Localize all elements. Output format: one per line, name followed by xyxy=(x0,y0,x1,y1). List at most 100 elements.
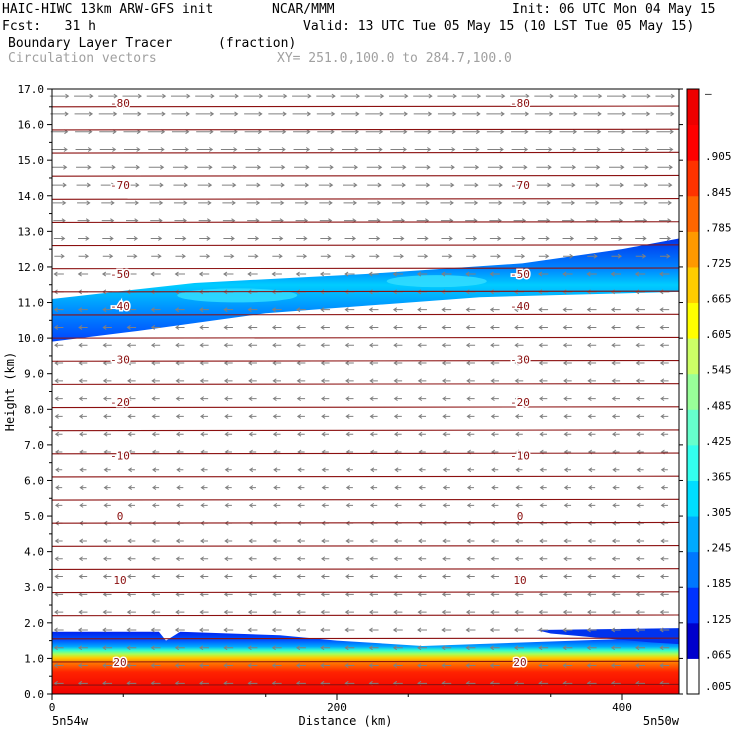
wind-vector xyxy=(539,431,548,437)
wind-vector xyxy=(151,591,160,597)
wind-vector xyxy=(78,538,87,544)
wind-vector xyxy=(127,467,135,473)
wind-vector xyxy=(369,431,378,437)
y-tick-label: 15.0 xyxy=(18,154,45,167)
wind-vector xyxy=(248,253,259,259)
contour-line xyxy=(51,591,680,594)
wind-vector xyxy=(103,413,112,419)
wind-vector xyxy=(562,289,573,295)
wind-vector xyxy=(272,396,281,402)
colorbar-label: .845 xyxy=(705,186,732,199)
wind-vector xyxy=(100,164,116,170)
wind-vector xyxy=(660,431,669,437)
wind-vector xyxy=(223,307,234,313)
colorbar-swatch xyxy=(687,89,699,126)
wind-vector xyxy=(344,342,354,348)
wind-vector xyxy=(127,431,136,437)
wind-vector xyxy=(199,307,209,313)
wind-vector xyxy=(538,591,548,597)
wind-vector xyxy=(248,591,257,597)
wind-vector xyxy=(636,431,644,437)
wind-vector xyxy=(611,413,620,419)
wind-vector xyxy=(272,574,281,579)
wind-vector xyxy=(176,467,184,473)
wind-vector xyxy=(345,485,353,491)
colorbar-swatch xyxy=(687,160,699,197)
wind-vector xyxy=(296,378,306,384)
wind-vector xyxy=(465,609,476,615)
wind-vector xyxy=(463,147,480,152)
wind-vector xyxy=(103,556,112,562)
wind-vector xyxy=(197,164,213,170)
wind-vector xyxy=(150,663,161,668)
wind-vector xyxy=(461,93,482,99)
wind-vector xyxy=(635,645,646,651)
wind-vector xyxy=(247,271,258,277)
contour-label: -80 xyxy=(110,97,130,110)
wind-vector xyxy=(563,538,572,544)
wind-vector xyxy=(465,663,476,668)
wind-vector xyxy=(320,645,331,651)
colorbar-swatch xyxy=(687,444,699,481)
wind-vector xyxy=(272,253,283,259)
wind-vector xyxy=(437,93,457,99)
wind-vector xyxy=(172,164,189,170)
contour-label: 20 xyxy=(513,656,526,669)
colorbar-label: .065 xyxy=(705,648,732,661)
wind-vector xyxy=(78,609,88,615)
wind-vector xyxy=(321,413,330,419)
wind-vector xyxy=(393,325,403,330)
wind-vector xyxy=(659,271,670,277)
wind-vector xyxy=(633,182,649,188)
wind-vector xyxy=(586,663,597,668)
wind-vector xyxy=(586,236,599,241)
wind-vector xyxy=(320,360,330,366)
contour-line xyxy=(51,128,680,131)
wind-vector xyxy=(612,520,620,526)
wind-vector xyxy=(438,129,456,135)
wind-vector xyxy=(562,591,572,597)
wind-vector xyxy=(271,627,282,633)
wind-vector xyxy=(199,253,211,259)
wind-vector xyxy=(441,325,452,330)
wind-vector xyxy=(345,538,354,544)
valid-time: Valid: 13 UTC Tue 05 May 15 (10 LST Tue … xyxy=(303,19,695,34)
wind-vector xyxy=(610,645,621,651)
wind-vector xyxy=(562,609,572,615)
wind-vector xyxy=(297,431,305,437)
wind-vector xyxy=(418,431,426,437)
colorbar-label: .005 xyxy=(705,680,732,693)
wind-vector xyxy=(539,556,548,562)
wind-vector xyxy=(224,538,233,544)
wind-vector xyxy=(610,289,621,295)
wind-vector xyxy=(511,147,529,152)
wind-vector xyxy=(491,485,499,491)
wind-vector xyxy=(442,431,451,437)
wind-vector xyxy=(442,556,451,562)
wind-vector xyxy=(102,378,112,384)
wind-vector xyxy=(53,325,64,330)
wind-vector xyxy=(199,663,209,668)
wind-vector xyxy=(442,502,450,508)
wind-vector xyxy=(368,627,379,633)
wind-vector xyxy=(126,325,137,330)
contour-line xyxy=(51,498,680,501)
wind-vector xyxy=(320,591,330,597)
wind-vector xyxy=(392,627,403,633)
colorbar-label: .305 xyxy=(705,506,732,519)
wind-vector xyxy=(54,431,63,437)
colorbar-label: .125 xyxy=(705,613,732,626)
wind-vector xyxy=(413,111,433,117)
wind-vector xyxy=(611,538,620,544)
wind-vector xyxy=(583,111,602,117)
wind-vector xyxy=(465,271,476,277)
wind-vector xyxy=(635,378,645,384)
wind-vector xyxy=(297,467,305,473)
wind-vector xyxy=(562,645,573,651)
wind-vector xyxy=(563,520,572,526)
wind-vector xyxy=(466,378,475,384)
wind-vector xyxy=(415,182,431,188)
colorbar-swatch xyxy=(687,266,699,304)
wind-vector xyxy=(611,609,621,615)
contour-line xyxy=(51,452,680,455)
